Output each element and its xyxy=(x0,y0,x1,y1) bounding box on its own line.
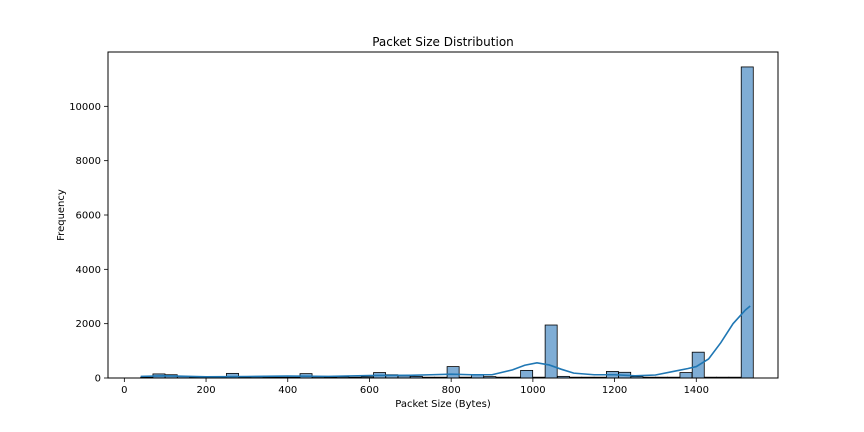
histogram-bar xyxy=(679,372,693,379)
y-axis-ticks: 0 2000 4000 6000 8000 10000 xyxy=(69,102,108,385)
x-axis-label: Packet Size (Bytes) xyxy=(395,399,491,410)
x-tick-label: 400 xyxy=(278,385,297,396)
histogram-bars xyxy=(140,66,754,379)
y-tick-label: 6000 xyxy=(76,211,101,222)
x-tick-label: 600 xyxy=(360,385,379,396)
x-tick-label: 200 xyxy=(197,385,216,396)
kde-line xyxy=(140,305,751,378)
x-tick-label: 1400 xyxy=(684,385,709,396)
y-tick-label: 10000 xyxy=(69,102,101,113)
y-tick-label: 2000 xyxy=(76,319,101,330)
y-tick-label: 0 xyxy=(95,374,101,385)
histogram-bar xyxy=(446,366,460,379)
x-tick-label: 1200 xyxy=(602,385,627,396)
y-axis-label: Frequency xyxy=(56,189,67,241)
y-tick-label: 8000 xyxy=(76,156,101,167)
histogram-bar xyxy=(544,324,558,379)
histogram-bar xyxy=(740,66,754,379)
x-tick-label: 0 xyxy=(121,385,127,396)
y-tick-label: 4000 xyxy=(76,265,101,276)
x-tick-label: 1000 xyxy=(520,385,545,396)
x-tick-label: 800 xyxy=(442,385,461,396)
plot-frame xyxy=(107,51,779,379)
histogram-bar xyxy=(520,369,534,379)
chart-title: Packet Size Distribution xyxy=(372,35,514,49)
x-axis-ticks: 0 200 400 600 800 1000 1200 1400 xyxy=(121,378,709,396)
